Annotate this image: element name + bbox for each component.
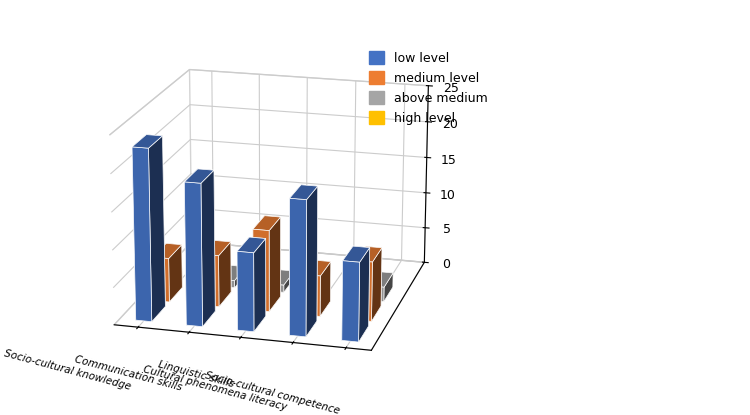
Legend: low level, medium level, above medium, high level: low level, medium level, above medium, h… xyxy=(364,46,493,129)
